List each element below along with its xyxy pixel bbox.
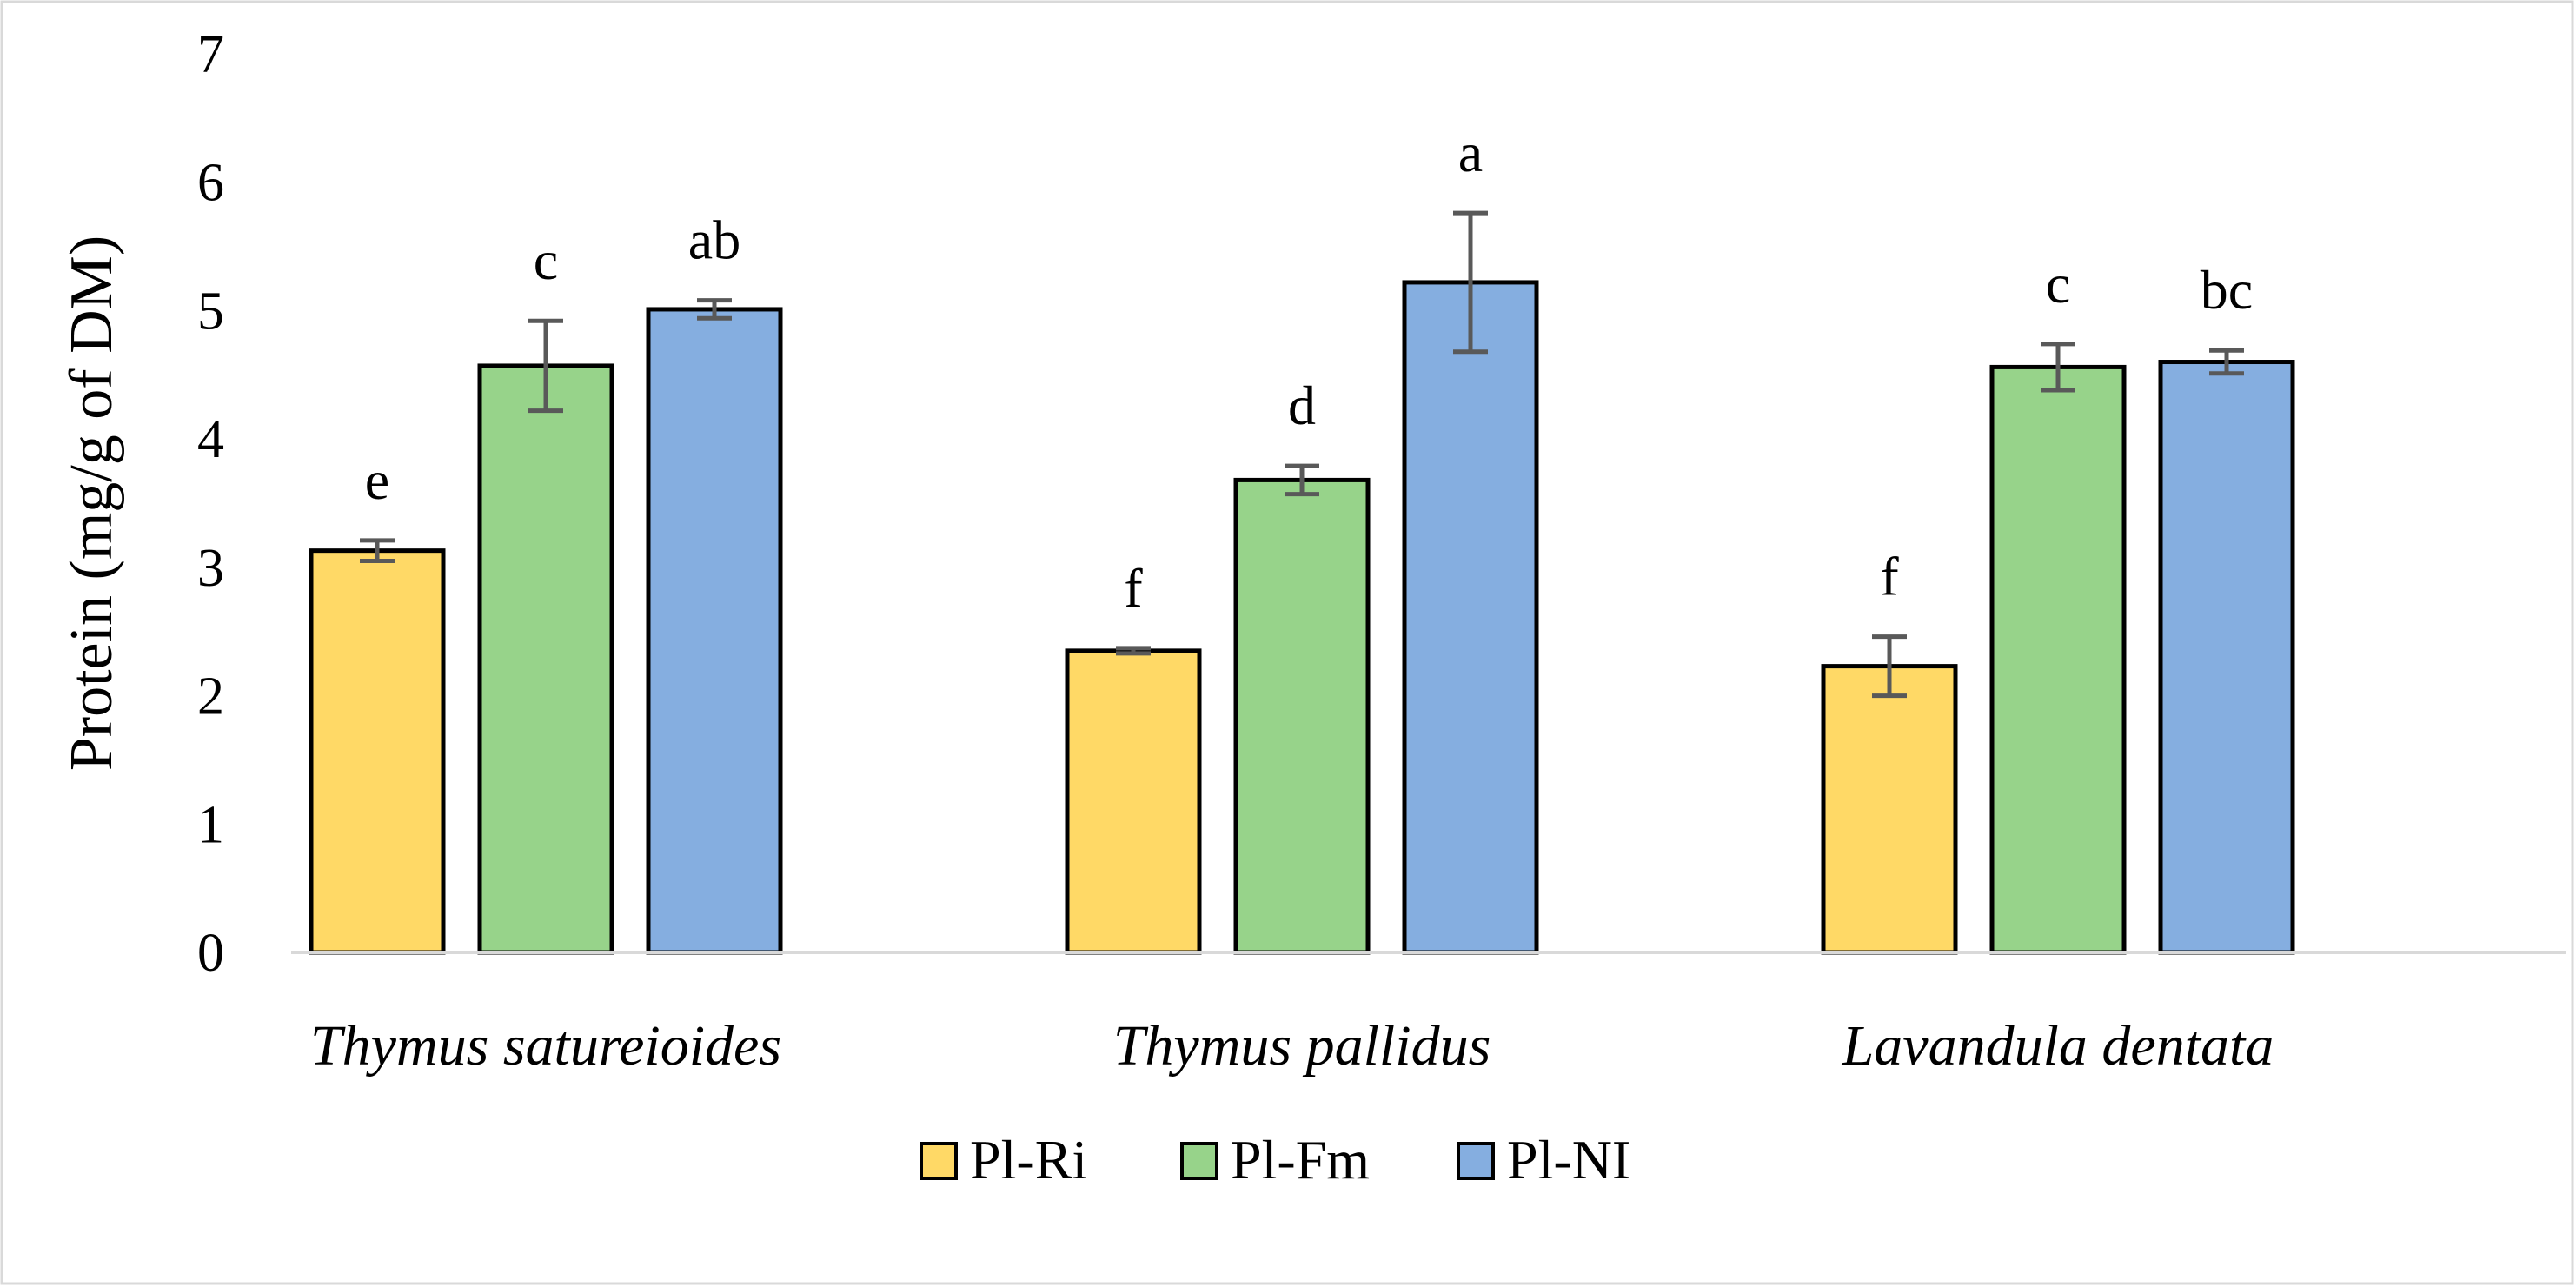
y-tick-label: 7	[197, 25, 224, 84]
bar-pl-ri-3	[1821, 664, 1958, 955]
significance-label: ab	[688, 209, 740, 271]
significance-label: c	[534, 229, 558, 291]
legend-label: Pl-Fm	[1231, 1129, 1370, 1191]
significance-label: f	[1124, 557, 1143, 619]
y-tick-label: 3	[197, 539, 224, 598]
y-tick-label: 0	[197, 924, 224, 983]
error-bars-layer	[360, 210, 2244, 699]
significance-label: a	[1458, 122, 1483, 183]
bar-pl-fm-1	[477, 363, 614, 955]
y-tick-label: 2	[197, 667, 224, 726]
bar-pl-fm-2	[1233, 477, 1371, 955]
bar-pl-ni-2	[1402, 280, 1539, 955]
y-axis-title: Protein (mg/g of DM)	[58, 236, 125, 771]
x-category-label: Thymus satureioides	[310, 1014, 781, 1078]
legend-swatch-pl-fm	[1180, 1142, 1218, 1180]
bar-pl-ni-3	[2158, 360, 2295, 955]
y-axis-ticks: 0 1 2 3 4 5 6 7	[197, 25, 224, 983]
x-category-label: Lavandula dentata	[1842, 1014, 2274, 1078]
legend: Pl-Ri Pl-Fm Pl-NI	[920, 1129, 1630, 1191]
x-category-label: Thymus pallidus	[1113, 1014, 1491, 1078]
y-tick-label: 6	[197, 154, 224, 213]
legend-swatch-pl-ni	[1457, 1142, 1495, 1180]
bars-layer	[309, 280, 2295, 955]
significance-label: bc	[2201, 259, 2253, 321]
x-axis-category-labels: Thymus satureioides Thymus pallidus Lavand…	[310, 1014, 2274, 1078]
y-tick-label: 5	[197, 282, 224, 341]
y-tick-label: 4	[197, 410, 224, 469]
bar-pl-fm-3	[1989, 364, 2127, 955]
significance-label: d	[1288, 375, 1316, 436]
bar-pl-ri-2	[1065, 648, 1202, 955]
significance-labels-layer: e f f c d c ab a bc	[365, 122, 2253, 619]
legend-label: Pl-NI	[1507, 1129, 1630, 1191]
significance-label: c	[2046, 253, 2070, 315]
bar-pl-ni-1	[646, 307, 783, 955]
bar-pl-ri-1	[309, 548, 446, 955]
legend-label: Pl-Ri	[970, 1129, 1087, 1191]
significance-label: f	[1880, 546, 1899, 607]
y-tick-label: 1	[197, 795, 224, 854]
legend-swatch-pl-ri	[920, 1142, 958, 1180]
significance-label: e	[365, 449, 389, 511]
